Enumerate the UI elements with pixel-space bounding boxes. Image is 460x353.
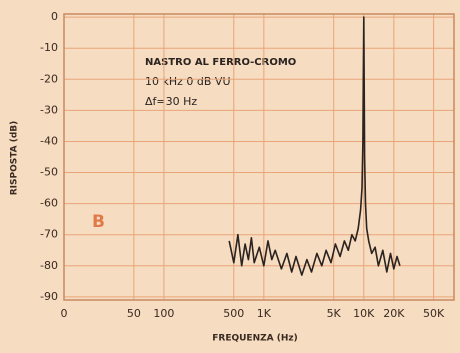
y-tick-label: 0 <box>51 10 58 23</box>
y-tick-label: -40 <box>40 134 58 147</box>
y-tick-label: -50 <box>40 166 58 179</box>
y-tick-label: -70 <box>40 228 58 241</box>
x-tick-label: 20K <box>383 307 405 320</box>
y-tick-label: -90 <box>40 290 58 303</box>
x-tick-label: 500 <box>223 307 244 320</box>
x-tick-label: 50K <box>423 307 445 320</box>
data-line <box>228 16 401 276</box>
annotation: NASTRO AL FERRO-CROMO <box>145 57 296 68</box>
x-tick-label: 5K <box>327 307 342 320</box>
y-axis-label: RISPOSTA (dB) <box>10 121 20 196</box>
annotation: Δf=30 Hz <box>145 95 197 108</box>
y-tick-label: -60 <box>40 197 58 210</box>
x-tick-label: 1K <box>257 307 272 320</box>
y-tick-label: -20 <box>40 72 58 85</box>
x-tick-label: 50 <box>127 307 141 320</box>
annotation: 10 kHz 0 dB VU <box>145 75 231 88</box>
y-tick-label: -80 <box>40 259 58 272</box>
annotation: B <box>92 212 105 232</box>
x-tick-label: 10K <box>353 307 375 320</box>
x-tick-label: 0 <box>61 307 68 320</box>
y-tick-label: -30 <box>40 103 58 116</box>
x-tick-label: 100 <box>153 307 174 320</box>
plot-frame <box>63 13 455 301</box>
y-tick-label: -10 <box>40 41 58 54</box>
x-axis-label: FREQUENZA (Hz) <box>212 334 298 344</box>
